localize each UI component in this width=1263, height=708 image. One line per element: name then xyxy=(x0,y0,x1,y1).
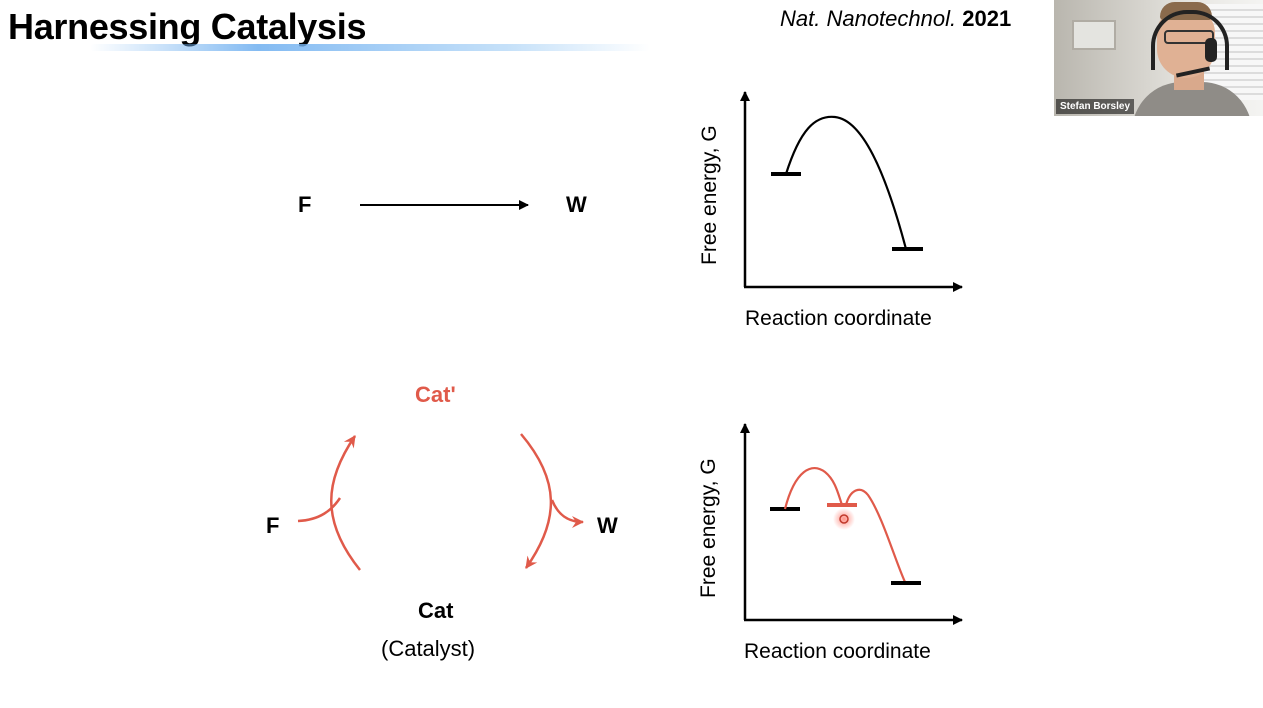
webcam-wall-frame xyxy=(1072,20,1116,50)
catalyzed-x-axis-label: Reaction coordinate xyxy=(744,640,931,663)
uncatalyzed-product-label: W xyxy=(566,192,587,217)
catalytic-cycle xyxy=(297,433,584,571)
headset-earcup-icon xyxy=(1205,38,1217,62)
citation-journal: Nat. Nanotechnol. xyxy=(780,6,957,31)
catalyzed-energy-plot: Free energy, G Reaction coordinate xyxy=(697,423,963,663)
slide-title: Harnessing Catalysis xyxy=(8,6,367,47)
citation-year: 2021 xyxy=(962,6,1012,31)
uncatalyzed-energy-plot: Free energy, G Reaction coordinate xyxy=(698,91,963,330)
catalyst-label: Cat xyxy=(418,598,454,623)
webcam-video-tile[interactable]: Stefan Borsley xyxy=(1054,0,1263,116)
pointer-cursor-icon xyxy=(833,508,855,530)
uncatalyzed-reactant-label: F xyxy=(298,192,312,217)
uncatalyzed-y-axis-label: Free energy, G xyxy=(698,125,721,265)
catalyzed-y-axis-label: Free energy, G xyxy=(697,458,720,598)
catalyzed-reactant-label: F xyxy=(266,513,280,538)
title-underline-decoration xyxy=(90,44,650,51)
catalyst-note: (Catalyst) xyxy=(381,636,476,661)
catalyzed-product-label: W xyxy=(597,513,618,538)
uncatalyzed-x-axis-label: Reaction coordinate xyxy=(745,307,932,330)
intermediate-catalyst-label: Cat' xyxy=(415,382,456,407)
participant-name-label: Stefan Borsley xyxy=(1056,99,1135,114)
citation: Nat. Nanotechnol. 2021 xyxy=(780,6,1011,32)
headset-icon xyxy=(1151,10,1229,70)
